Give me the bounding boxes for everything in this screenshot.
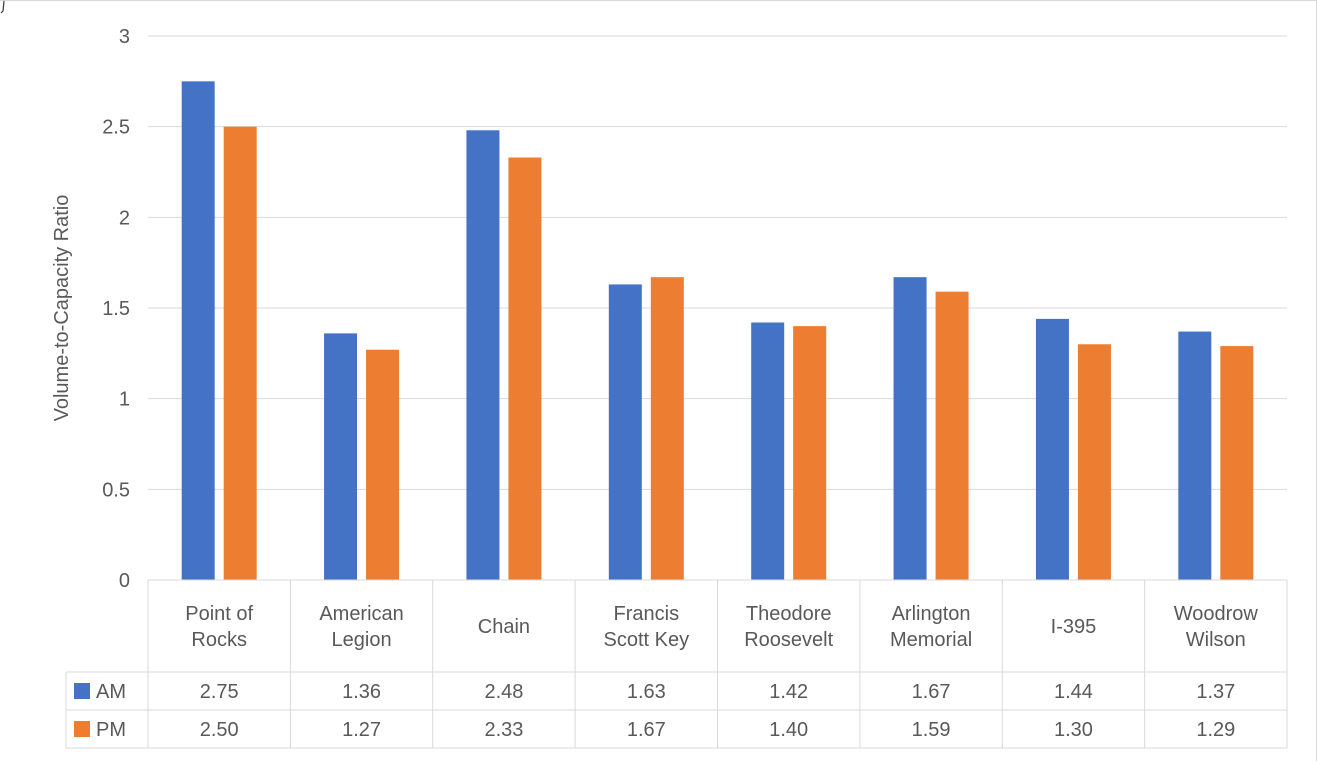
bar-pm [1220, 346, 1254, 580]
data-label-pm: 1.40 [769, 719, 808, 741]
category-label: I-395 [1051, 616, 1097, 638]
category-label: Roosevelt [744, 629, 833, 651]
bar-am [1035, 318, 1069, 580]
y-tick-label: 0.5 [102, 479, 130, 501]
data-label-am: 1.36 [342, 681, 381, 703]
gridlines [148, 35, 1287, 490]
category-label: Point of [185, 603, 253, 625]
y-tick-label: 2 [119, 207, 130, 229]
data-table: Point of Rocks American Legion Chain Francis S… [65, 579, 1288, 749]
data-label-am: 2.75 [200, 681, 239, 703]
bar-pm [508, 157, 542, 580]
data-label-pm: 1.67 [627, 719, 666, 741]
data-label-am: 1.63 [627, 681, 666, 703]
bar-am [324, 333, 358, 580]
bar-pm [1077, 344, 1111, 580]
bar-pm [935, 291, 969, 580]
data-label-am: 1.37 [1196, 681, 1235, 703]
legend-label-pm: PM [96, 719, 126, 741]
data-label-pm: 1.30 [1054, 719, 1093, 741]
data-label-pm: 2.50 [200, 719, 239, 741]
category-label: Theodore [746, 603, 832, 625]
y-tick-label: 2.5 [102, 117, 130, 139]
data-label-pm: 1.29 [1196, 719, 1235, 741]
y-tick-label: 1.5 [102, 298, 130, 320]
data-label-pm: 1.59 [912, 719, 951, 741]
category-label: Scott Key [604, 629, 690, 651]
bar-pm [650, 277, 684, 580]
y-tick-label: 1 [119, 389, 130, 411]
data-label-am: 1.44 [1054, 681, 1093, 703]
category-label: Woodrow [1174, 603, 1259, 625]
bar-am [181, 81, 215, 580]
bar-am [751, 322, 785, 580]
bar-am [893, 277, 927, 580]
data-label-am: 1.67 [912, 681, 951, 703]
category-label: Rocks [191, 629, 247, 651]
category-label: American [319, 603, 403, 625]
y-axis-ticks: 0 0.5 1 1.5 2 2.5 3 [102, 26, 130, 592]
category-label: Francis [614, 603, 680, 625]
bar-pm [223, 126, 257, 581]
y-tick-label: 0 [119, 570, 130, 592]
bar-am [1178, 331, 1212, 580]
data-label-am: 2.48 [484, 681, 523, 703]
category-label: Memorial [890, 629, 972, 651]
category-label: Arlington [892, 603, 971, 625]
bar-am [608, 284, 642, 580]
legend-key-pm [74, 721, 90, 737]
bar-pm [366, 349, 400, 580]
legend-label-am: AM [96, 681, 126, 703]
legend-key-am [74, 683, 90, 699]
bar-pm [793, 326, 827, 580]
category-label: Wilson [1186, 629, 1246, 651]
bars [181, 81, 1254, 581]
corner-mark [0, 0, 5, 14]
data-label-pm: 2.33 [484, 719, 523, 741]
y-axis-label: Volume-to-Capacity Ratio [51, 195, 73, 422]
data-label-pm: 1.27 [342, 719, 381, 741]
category-label: Chain [478, 616, 530, 638]
bar-am [466, 130, 500, 580]
y-tick-label: 3 [119, 26, 130, 48]
data-label-am: 1.42 [769, 681, 808, 703]
category-label: Legion [332, 629, 392, 651]
